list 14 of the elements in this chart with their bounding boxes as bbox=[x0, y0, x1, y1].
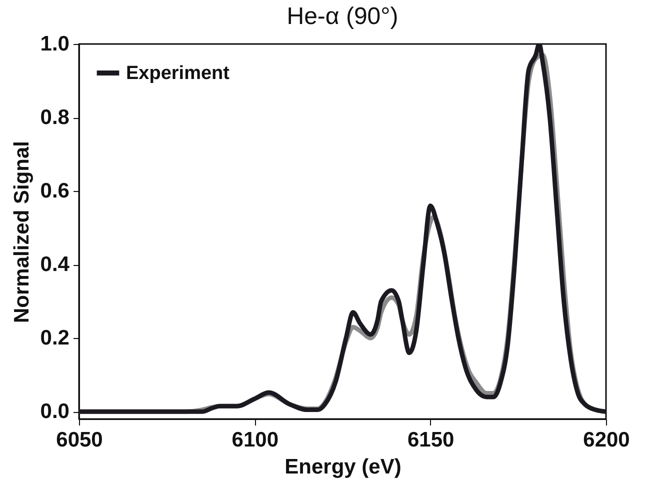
y-tick-label: 1.0 bbox=[40, 32, 70, 56]
x-tick-label: 6100 bbox=[232, 428, 279, 452]
y-tick-label: 0.0 bbox=[40, 400, 70, 424]
x-tick-label: 6050 bbox=[56, 428, 103, 452]
y-tick-label: 0.8 bbox=[40, 106, 70, 130]
x-tick-label: 6150 bbox=[407, 428, 454, 452]
y-axis-title: Normalized Signal bbox=[10, 140, 34, 324]
legend-label: Experiment bbox=[126, 63, 230, 84]
x-tick-label: 6200 bbox=[583, 428, 630, 452]
y-tick-label: 0.4 bbox=[40, 253, 70, 276]
chart-title: He-α (90°) bbox=[286, 3, 398, 30]
y-tick-label: 0.6 bbox=[40, 180, 70, 203]
x-axis-title: Energy (eV) bbox=[284, 456, 402, 478]
y-tick-label: 0.2 bbox=[40, 326, 70, 350]
